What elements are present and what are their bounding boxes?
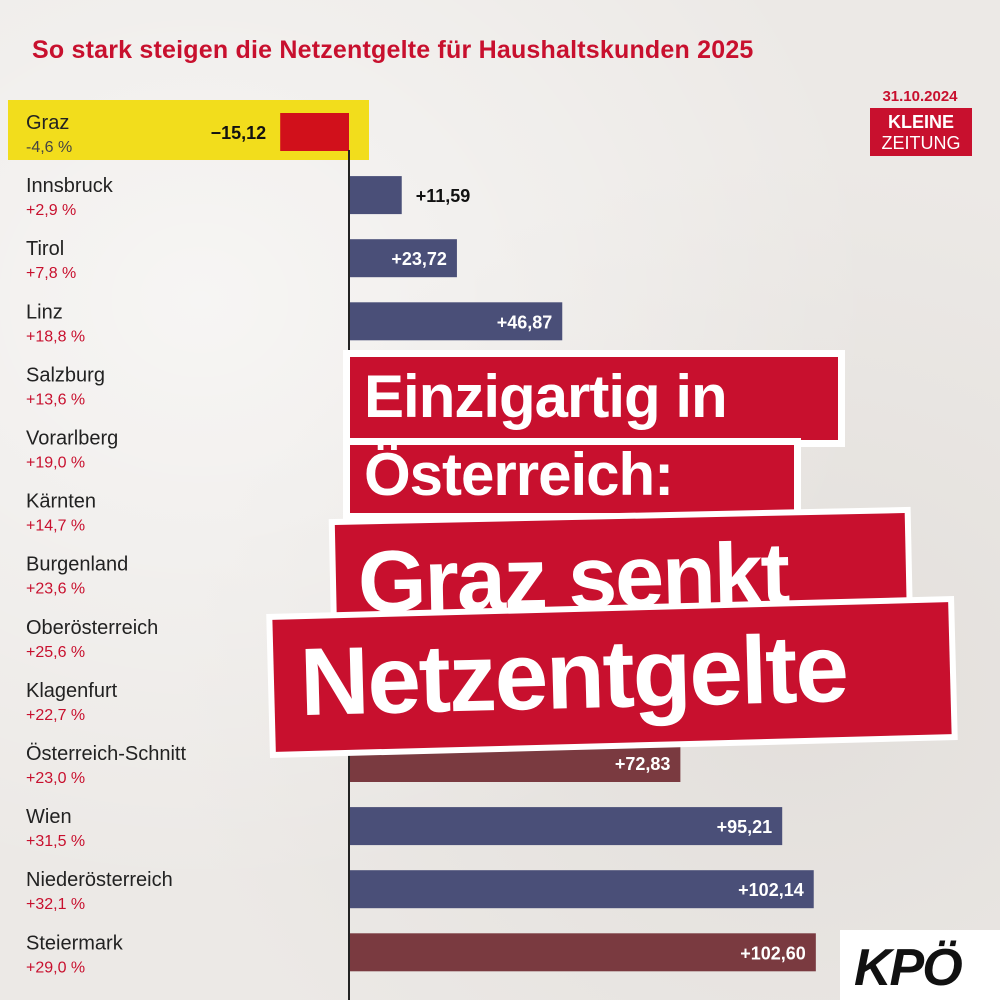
overlay-text-1: Einzigartig in xyxy=(364,363,728,430)
category-label-salzburg: Salzburg xyxy=(26,364,105,386)
percent-label-niederösterreich: +32,1 % xyxy=(26,896,85,913)
chart-title: So stark steigen die Netzentgelte für Ha… xyxy=(32,36,754,64)
category-label-oberösterreich: Oberösterreich xyxy=(26,617,158,639)
overlay-banner-2: Österreich: xyxy=(350,445,794,513)
percent-label-tirol: +7,8 % xyxy=(26,265,76,282)
percent-label-klagenfurt: +22,7 % xyxy=(26,707,85,724)
overlay-text-4: Netzentgelte xyxy=(298,614,849,737)
value-label-niederösterreich: +102,14 xyxy=(738,880,804,900)
category-label-burgenland: Burgenland xyxy=(26,554,128,576)
percent-label-innsbruck: +2,9 % xyxy=(26,202,76,219)
bar-österreich-schnitt xyxy=(349,744,681,782)
category-label-wien: Wien xyxy=(26,806,72,828)
value-label-tirol: +23,72 xyxy=(391,249,447,269)
percent-label-kärnten: +14,7 % xyxy=(26,518,85,535)
category-label-klagenfurt: Klagenfurt xyxy=(26,680,118,702)
bar-linz xyxy=(349,302,563,341)
value-label-linz: +46,87 xyxy=(497,312,553,332)
category-label-vorarlberg: Vorarlberg xyxy=(26,428,118,450)
percent-label-steiermark: +29,0 % xyxy=(26,959,85,976)
overlay-text-2: Österreich: xyxy=(364,441,674,508)
value-label-österreich-schnitt: +72,83 xyxy=(615,754,671,774)
bar-tirol xyxy=(349,239,457,278)
percent-label-salzburg: +13,6 % xyxy=(26,391,85,408)
category-label-kärnten: Kärnten xyxy=(26,491,96,513)
category-label-innsbruck: Innsbruck xyxy=(26,175,114,197)
kpo-logo-text: KPÖ xyxy=(854,939,963,997)
category-label-niederösterreich: Niederösterreich xyxy=(26,869,173,891)
category-label-linz: Linz xyxy=(26,301,63,323)
bar-wien xyxy=(349,807,783,846)
source-date: 31.10.2024 xyxy=(882,88,958,105)
value-label-graz: −15,12 xyxy=(211,123,267,143)
bar-steiermark xyxy=(349,933,816,972)
percent-label-linz: +18,8 % xyxy=(26,328,85,345)
category-label-steiermark: Steiermark xyxy=(26,932,124,954)
percent-label-österreich-schnitt: +23,0 % xyxy=(26,770,85,787)
kleine-zeitung-logo: KLEINE ZEITUNG xyxy=(870,108,972,156)
bar-innsbruck xyxy=(349,176,402,215)
percent-label-burgenland: +23,6 % xyxy=(26,581,85,598)
overlay-banner-1: Einzigartig in xyxy=(350,357,838,440)
value-label-wien: +95,21 xyxy=(717,817,773,837)
category-label-österreich-schnitt: Österreich-Schnitt xyxy=(26,743,186,765)
overlay-banner-4: Netzentgelte xyxy=(272,602,952,752)
value-label-steiermark: +102,60 xyxy=(740,943,806,963)
kleine-zeitung-logo-line2: ZEITUNG xyxy=(881,133,961,153)
percent-label-graz: -4,6 % xyxy=(26,139,72,156)
percent-label-wien: +31,5 % xyxy=(26,833,85,850)
value-label-innsbruck: +11,59 xyxy=(416,186,471,206)
bar-graz xyxy=(280,113,349,151)
kpo-logo: KPÖ xyxy=(840,930,1000,1000)
category-label-tirol: Tirol xyxy=(26,238,64,260)
kleine-zeitung-logo-line1: KLEINE xyxy=(887,112,954,132)
percent-label-oberösterreich: +25,6 % xyxy=(26,644,85,661)
category-label-graz: Graz xyxy=(26,112,69,134)
bar-niederösterreich xyxy=(349,870,814,909)
percent-label-vorarlberg: +19,0 % xyxy=(26,455,85,472)
